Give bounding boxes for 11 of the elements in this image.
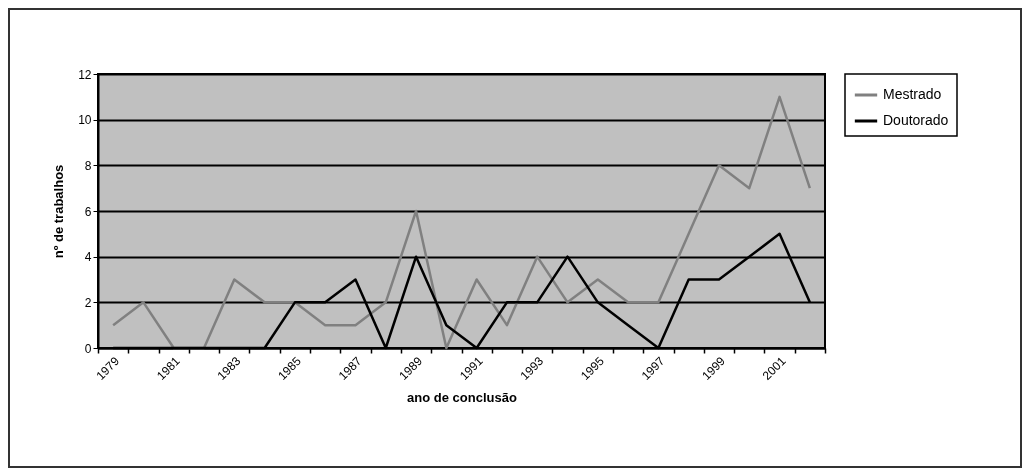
y-tick-label: 2 [84, 295, 92, 310]
y-axis-title: nº de trabalhos [51, 164, 67, 259]
x-axis-title: ano de conclusão [407, 390, 517, 406]
y-tick-label: 0 [84, 341, 92, 356]
legend-label: Mestrado [883, 86, 942, 102]
y-tick-label: 8 [84, 158, 92, 173]
y-tick-label: 4 [84, 250, 92, 265]
legend-label: Doutorado [883, 112, 949, 128]
y-tick-label: 10 [78, 113, 92, 128]
y-tick-label: 6 [84, 204, 92, 219]
y-tick-label: 12 [78, 67, 92, 82]
